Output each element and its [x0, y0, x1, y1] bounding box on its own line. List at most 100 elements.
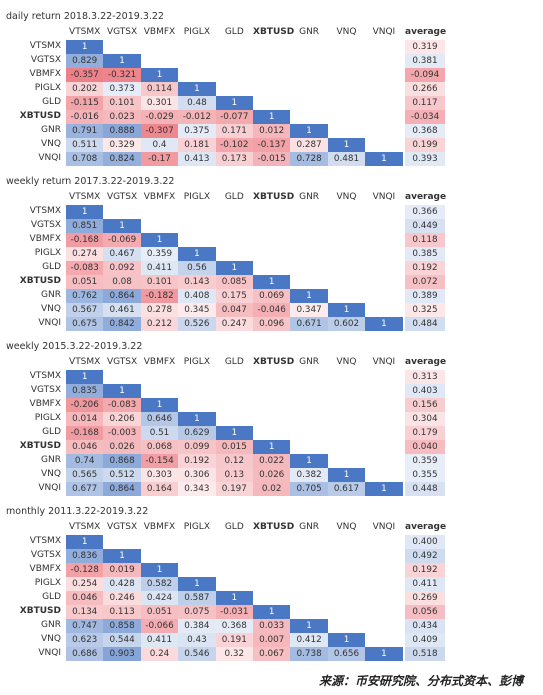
cell: 0.858: [103, 619, 141, 633]
average-cell: 0.269: [405, 591, 445, 605]
cell: 1: [365, 152, 403, 166]
row-label: GLD: [42, 262, 61, 272]
column-header: VGTSX: [106, 357, 138, 367]
column-header: PIGLX: [183, 357, 210, 367]
cell: 0.096: [253, 317, 291, 331]
cell: 1: [290, 124, 328, 138]
average-cell: 0.040: [405, 440, 445, 454]
average-cell: 0.393: [405, 152, 445, 166]
cell: 1: [66, 40, 104, 54]
column-header: VBMFX: [143, 192, 176, 202]
section-title: daily return 2018.3.22-2019.3.22: [6, 11, 164, 22]
column-header: VNQ: [336, 522, 357, 532]
cell: 1: [178, 247, 216, 261]
row-label: VGTSX: [30, 220, 61, 230]
row-label: VGTSX: [30, 385, 61, 395]
cell: 1: [178, 577, 216, 591]
column-header: GLD: [224, 522, 244, 532]
section-title: weekly 2015.3.22-2019.3.22: [6, 341, 143, 352]
cell: 1: [215, 426, 253, 440]
row-label: VNQ: [41, 304, 61, 314]
cell: 1: [215, 591, 253, 605]
cell: 0.411: [140, 633, 179, 647]
cell: 0.019: [103, 563, 141, 577]
column-header: GLD: [224, 192, 244, 202]
cell: 0.012: [253, 124, 291, 138]
row-label: PIGLX: [34, 578, 61, 588]
average-cell: 0.389: [405, 289, 445, 303]
cell: 0.56: [178, 261, 216, 275]
average-cell: -0.034: [405, 110, 445, 124]
cell: 0.544: [103, 633, 141, 647]
cell: -0.102: [215, 138, 253, 152]
average-cell: 0.192: [405, 563, 445, 577]
average-cell: 0.400: [405, 535, 445, 549]
cell: 0.408: [178, 289, 216, 303]
cell: 0.512: [103, 468, 141, 482]
cell: 0.836: [66, 549, 104, 563]
cell: 0.026: [253, 468, 291, 482]
cell: 1: [66, 205, 104, 219]
average-cell: 0.118: [405, 233, 445, 247]
cell: 0.728: [290, 152, 328, 166]
section-title: monthly 2011.3.22-2019.3.22: [6, 506, 149, 517]
cell: 0.24: [140, 647, 179, 661]
average-cell: 0.434: [405, 619, 445, 633]
column-header: VNQ: [336, 192, 357, 202]
cell: 0.481: [327, 152, 366, 166]
cell: 0.046: [66, 440, 104, 454]
average-cell: 0.319: [405, 40, 445, 54]
cell: 0.015: [215, 440, 253, 454]
cell: 0.461: [103, 303, 141, 317]
cell: -0.115: [66, 96, 104, 110]
average-cell: 0.056: [405, 605, 445, 619]
row-label: GNR: [41, 125, 61, 135]
cell: 0.617: [327, 482, 366, 496]
column-header: VTSMX: [69, 357, 101, 367]
cell: 0.32: [215, 647, 253, 661]
column-header: VNQ: [336, 357, 357, 367]
row-label: VTSMX: [29, 41, 61, 51]
cell: 0.411: [140, 261, 179, 275]
cell: 0.375: [178, 124, 216, 138]
column-header: VBMFX: [143, 27, 176, 37]
cell: -0.357: [66, 68, 104, 82]
row-label: VBMFX: [29, 399, 61, 409]
row-label: PIGLX: [34, 248, 61, 258]
column-header: VTSMX: [69, 522, 101, 532]
cell: -0.168: [66, 426, 104, 440]
cell: 0.829: [66, 54, 104, 68]
cell: 0.424: [140, 591, 179, 605]
column-header: XBTUSD: [253, 522, 295, 532]
cell: 0.677: [66, 482, 104, 496]
cell: 0.329: [103, 138, 141, 152]
cell: 0.864: [103, 289, 141, 303]
cell: 0.202: [66, 82, 104, 96]
cell: 0.412: [290, 633, 328, 647]
row-label: VBMFX: [29, 69, 61, 79]
cell: 0.368: [215, 619, 253, 633]
cell: 1: [365, 482, 403, 496]
cell: 0.345: [178, 303, 216, 317]
cell: 0.181: [178, 138, 216, 152]
cell: -0.029: [140, 110, 179, 124]
cell: 0.48: [178, 96, 216, 110]
cell: 0.835: [66, 384, 104, 398]
cell: 1: [290, 289, 328, 303]
cell: 0.278: [140, 303, 179, 317]
cell: 0.791: [66, 124, 104, 138]
average-cell: 0.072: [405, 275, 445, 289]
row-label: PIGLX: [34, 83, 61, 93]
cell: 0.192: [178, 454, 216, 468]
cell: 0.007: [253, 633, 291, 647]
cell: 0.602: [327, 317, 366, 331]
cell: 1: [103, 54, 141, 68]
cell: 0.851: [66, 219, 104, 233]
cell: 0.511: [66, 138, 104, 152]
average-cell: 0.484: [405, 317, 445, 331]
average-cell: -0.094: [405, 68, 445, 82]
cell: 0.74: [66, 454, 104, 468]
cell: 0.359: [140, 247, 179, 261]
column-header: GNR: [299, 522, 320, 532]
